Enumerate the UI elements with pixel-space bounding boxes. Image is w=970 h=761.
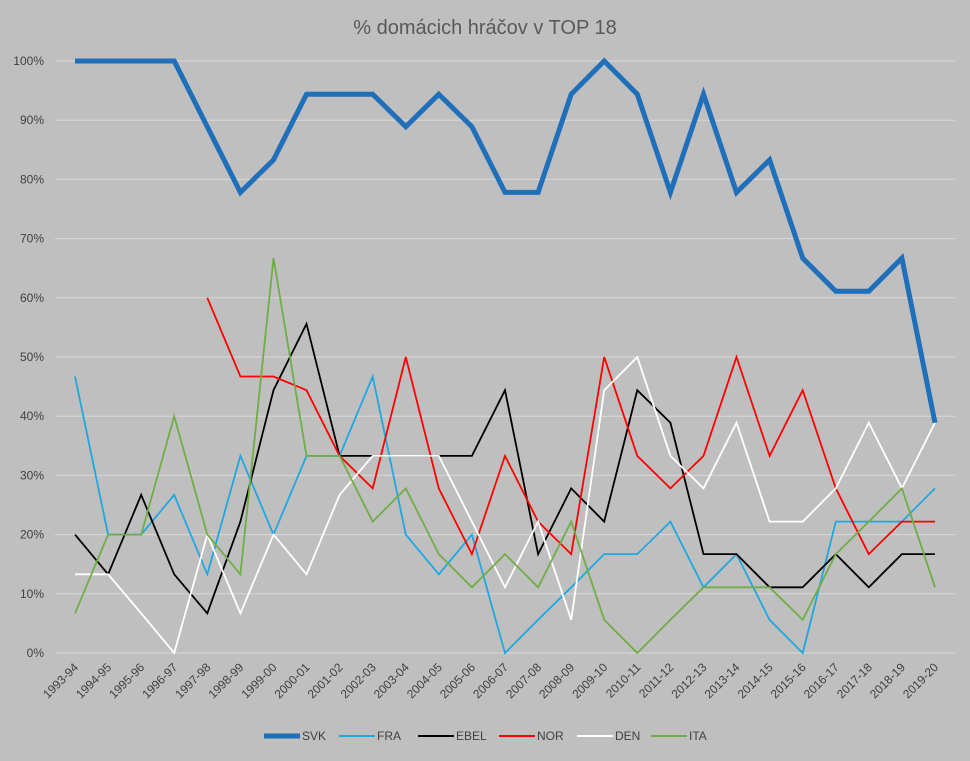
x-tick-label: 1996-97 — [139, 660, 180, 701]
y-tick-label: 60% — [20, 291, 44, 305]
y-tick-label: 70% — [20, 232, 44, 246]
y-tick-label: 50% — [20, 350, 44, 364]
chart-title: % domácich hráčov v TOP 18 — [353, 17, 616, 39]
x-tick-label: 2017-18 — [834, 660, 875, 701]
x-tick-label: 2010-11 — [603, 660, 644, 701]
x-tick-label: 1993-94 — [40, 660, 81, 701]
legend-item-den: DEN — [577, 729, 640, 743]
x-tick-label: 2013-14 — [702, 660, 743, 701]
legend-label: DEN — [615, 729, 640, 743]
y-tick-label: 90% — [20, 113, 44, 127]
x-tick-label: 2004-05 — [404, 660, 445, 701]
series-lines — [74, 57, 938, 655]
x-tick-label: 1995-96 — [106, 660, 147, 701]
x-tick-label: 2006-07 — [470, 660, 511, 701]
legend-item-nor: NOR — [499, 729, 564, 743]
x-tick-label: 2007-08 — [503, 660, 544, 701]
legend-label: NOR — [537, 729, 564, 743]
x-tick-label: 2008-09 — [536, 660, 577, 701]
legend-item-ita: ITA — [651, 729, 707, 743]
legend-label: FRA — [377, 729, 401, 743]
legend-label: ITA — [689, 729, 707, 743]
x-tick-label: 2019-20 — [900, 660, 941, 701]
x-tick-label: 2000-01 — [272, 660, 313, 701]
x-tick-label: 2003-04 — [371, 660, 412, 701]
series-line-ita — [74, 257, 936, 655]
legend-item-svk: SVK — [264, 729, 326, 743]
y-tick-label: 10% — [20, 587, 44, 601]
y-tick-label: 100% — [13, 54, 44, 68]
y-tick-label: 0% — [27, 646, 45, 660]
x-tick-label: 2018-19 — [867, 660, 908, 701]
x-tick-label: 1998-99 — [205, 660, 246, 701]
x-tick-label: 2012-13 — [669, 660, 710, 701]
gridlines — [55, 60, 955, 654]
series-line-nor — [206, 297, 935, 557]
legend-label: SVK — [302, 729, 326, 743]
series-line-fra — [74, 373, 936, 655]
legend-item-ebel: EBEL — [418, 729, 487, 743]
y-tick-label: 80% — [20, 172, 44, 186]
x-tick-label: 1994-95 — [73, 660, 114, 701]
x-axis-ticks: 1993-941994-951995-961996-971997-981998-… — [40, 660, 941, 701]
x-tick-label: 1999-00 — [239, 660, 280, 701]
y-tick-label: 20% — [20, 528, 44, 542]
x-tick-label: 2015-16 — [768, 660, 809, 701]
series-line-den — [75, 355, 936, 655]
legend-label: EBEL — [456, 729, 487, 743]
x-tick-label: 2009-10 — [569, 660, 610, 701]
x-tick-label: 2016-17 — [801, 660, 842, 701]
x-tick-label: 2002-03 — [338, 660, 379, 701]
y-axis-ticks: 0% 10% 20% 30% 40% 50% 60% 70% 80% 90% 100% — [13, 54, 44, 660]
x-tick-label: 1997-98 — [172, 660, 213, 701]
series-line-svk — [75, 57, 938, 424]
x-tick-label: 2014-15 — [735, 660, 776, 701]
x-tick-label: 2005-06 — [437, 660, 478, 701]
y-tick-label: 30% — [20, 468, 44, 482]
x-tick-label: 2001-02 — [305, 660, 346, 701]
y-tick-label: 40% — [20, 409, 44, 423]
legend-item-fra: FRA — [339, 729, 401, 743]
series-line-ebel — [74, 321, 935, 616]
legend: SVK FRA EBEL NOR DEN ITA — [264, 729, 707, 743]
